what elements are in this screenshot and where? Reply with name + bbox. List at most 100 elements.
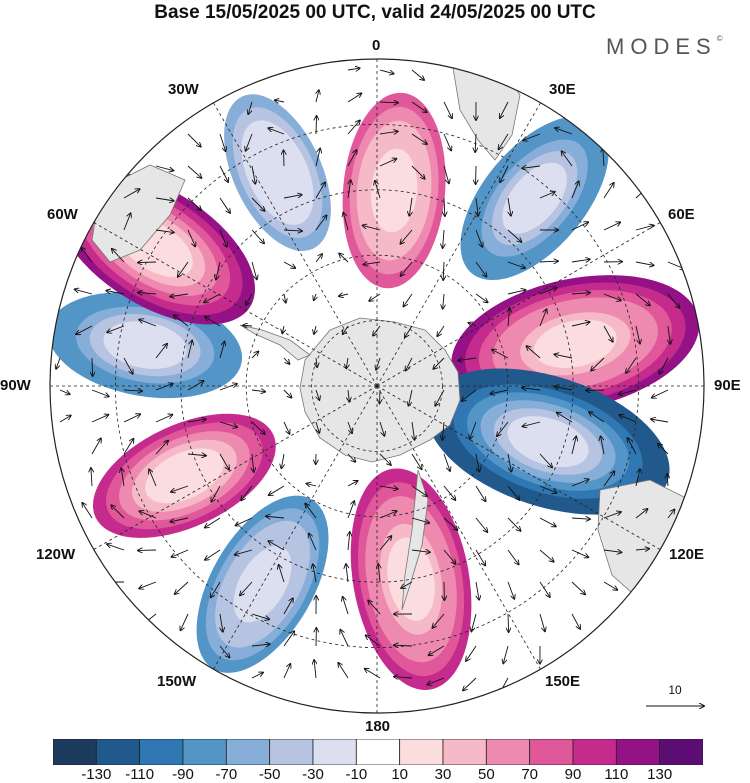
wind-vector xyxy=(571,549,588,557)
wind-vector xyxy=(432,613,445,628)
wind-vector xyxy=(266,516,285,518)
wind-vector xyxy=(59,389,70,394)
wind-vector xyxy=(411,453,422,469)
wind-vector xyxy=(59,415,71,423)
colorbar-segment xyxy=(139,739,184,765)
wind-vector xyxy=(315,148,320,167)
wind-vector xyxy=(251,165,255,184)
wind-vectors xyxy=(56,68,685,693)
wind-vector xyxy=(91,389,109,396)
wind-vector xyxy=(313,564,317,583)
wind-vector xyxy=(411,165,425,179)
wind-vector xyxy=(220,613,223,632)
wind-vector xyxy=(281,453,284,468)
wind-vector xyxy=(443,165,449,183)
wind-vector xyxy=(443,549,456,564)
wind-vector xyxy=(522,166,541,168)
wind-vector xyxy=(155,198,174,201)
wind-vector xyxy=(283,631,294,647)
wind-vector xyxy=(269,485,285,495)
wind-vector xyxy=(571,518,590,519)
wind-vector xyxy=(316,389,319,400)
wind-vector xyxy=(562,151,573,167)
wind-vector xyxy=(343,213,349,231)
wind-vector xyxy=(348,532,350,551)
colorbar-tick-label: -50 xyxy=(258,766,281,783)
wind-vector xyxy=(187,454,206,456)
reference-vector-label: 10 xyxy=(668,683,682,697)
wind-vector xyxy=(400,229,413,244)
wind-vector xyxy=(433,357,445,369)
wind-vector xyxy=(75,289,93,295)
wind-vector xyxy=(379,536,391,551)
lon-label-90w: 90W xyxy=(0,377,31,394)
wind-vector xyxy=(187,197,201,210)
wind-vector xyxy=(571,581,585,594)
wind-vector xyxy=(268,541,285,551)
wind-vector xyxy=(635,549,649,550)
lon-label-150e: 150E xyxy=(545,673,581,690)
wind-vector xyxy=(346,357,348,368)
wind-vector xyxy=(283,421,289,434)
meridian-line xyxy=(376,385,661,550)
africa-land xyxy=(451,61,521,161)
colorbar-tick-label: -30 xyxy=(302,766,324,783)
wind-vector xyxy=(211,485,221,502)
wind-vector xyxy=(603,183,614,199)
lon-label-30e: 30E xyxy=(549,81,576,98)
wind-vector xyxy=(554,387,573,391)
wind-vector xyxy=(409,389,413,406)
wind-vector xyxy=(283,598,293,615)
wind-vector xyxy=(275,100,285,102)
colorbar-segment xyxy=(399,739,444,765)
lon-label-0: 0 xyxy=(372,37,381,54)
wind-vector xyxy=(347,120,360,135)
wind-vector xyxy=(282,325,284,333)
wind-vector xyxy=(508,613,509,632)
wind-vector xyxy=(409,197,412,216)
wind-vector xyxy=(205,517,221,528)
wind-vector xyxy=(379,131,398,134)
colorbar-segment xyxy=(225,739,271,765)
wind-vector xyxy=(507,290,526,295)
wind-vector xyxy=(373,325,381,336)
wind-vector xyxy=(379,159,396,167)
wind-vector xyxy=(187,133,201,147)
wind-vector xyxy=(251,352,258,359)
wind-vector xyxy=(187,229,195,246)
wind-vector xyxy=(236,517,253,525)
meridian-line xyxy=(376,102,541,387)
colorbar-segment xyxy=(312,739,357,765)
colorbar-segment xyxy=(95,739,141,765)
wind-vector xyxy=(338,663,349,679)
colorbar xyxy=(53,739,703,765)
wind-vector xyxy=(91,468,92,487)
wind-vector xyxy=(347,453,355,462)
wind-vector xyxy=(659,357,669,374)
wind-vector xyxy=(442,421,444,440)
colorbar-tick-label: 30 xyxy=(434,766,452,783)
wind-vector xyxy=(406,357,413,371)
wind-vector xyxy=(138,292,157,294)
wind-vector xyxy=(56,357,61,369)
wind-vector xyxy=(411,69,424,80)
wind-vector xyxy=(651,419,669,422)
wind-vector xyxy=(571,181,579,199)
wind-vector xyxy=(554,354,573,359)
wind-vector xyxy=(205,549,221,560)
wind-vector xyxy=(571,322,590,327)
wind-vector xyxy=(246,293,253,305)
wind-vector xyxy=(539,549,554,562)
wind-vector xyxy=(411,550,430,552)
wind-vector xyxy=(339,294,349,296)
wind-vector xyxy=(555,128,573,135)
wind-vector xyxy=(523,133,541,140)
wind-vector xyxy=(603,222,620,231)
wind-vector xyxy=(635,509,648,519)
wind-vector xyxy=(412,421,415,440)
wind-vector xyxy=(635,469,640,487)
colorbar-tick-label: 130 xyxy=(647,766,673,783)
wind-vector xyxy=(603,512,621,519)
wind-vector xyxy=(443,293,444,309)
wind-vector xyxy=(279,565,285,583)
